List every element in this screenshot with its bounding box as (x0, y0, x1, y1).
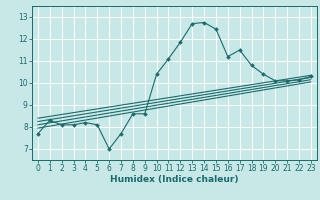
X-axis label: Humidex (Indice chaleur): Humidex (Indice chaleur) (110, 175, 239, 184)
